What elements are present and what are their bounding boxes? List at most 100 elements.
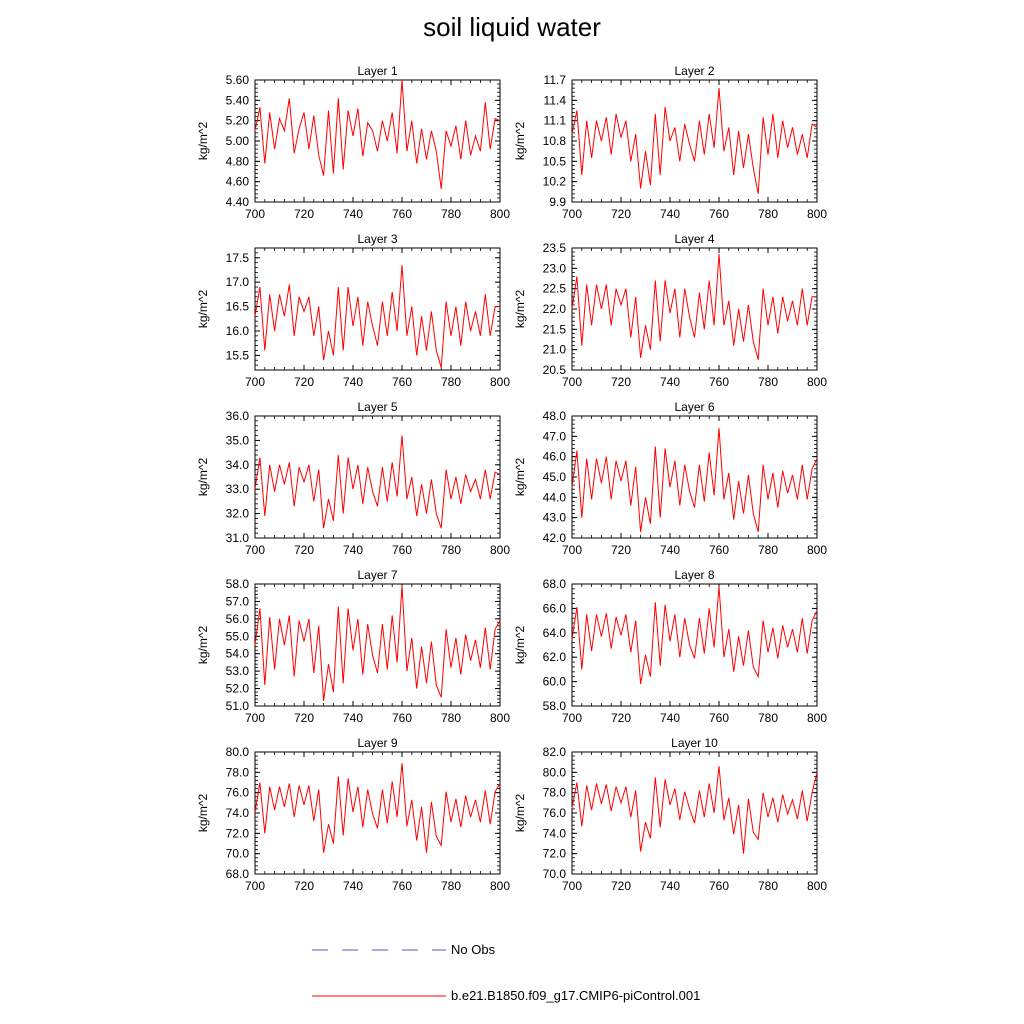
- y-axis-label: kg/m^2: [196, 626, 210, 665]
- y-axis-label: kg/m^2: [513, 458, 527, 497]
- x-tick-label: 700: [562, 879, 582, 893]
- y-axis-label: kg/m^2: [513, 794, 527, 833]
- x-tick-label: 720: [294, 207, 314, 221]
- y-axis-label: kg/m^2: [513, 290, 527, 329]
- y-tick-label: 11.7: [544, 73, 567, 87]
- x-tick-label: 740: [660, 207, 680, 221]
- panel-layer-2: Layer 2 kg/m^2 700 720 740 760 780 800 9.9 10.2 10…: [513, 64, 827, 221]
- legend-label-model: b.e21.B1850.f09_g17.CMIP6-piControl.001: [451, 988, 700, 1003]
- panel-layer-3: Layer 3 kg/m^2 700 720 740 760 780 800 15.5 16.0 1…: [196, 232, 510, 389]
- y-axis-label: kg/m^2: [513, 626, 527, 665]
- y-tick-label: 58.0: [543, 699, 567, 713]
- series-line: [571, 88, 818, 194]
- legend-label-no-obs: No Obs: [451, 942, 496, 957]
- y-tick-label: 82.0: [543, 745, 567, 759]
- y-tick-label: 36.0: [226, 409, 250, 423]
- x-tick-label: 780: [441, 543, 461, 557]
- x-tick-label: 720: [294, 711, 314, 725]
- y-tick-label: 17.0: [226, 275, 250, 289]
- x-tick-label: 720: [294, 375, 314, 389]
- x-tick-label: 740: [343, 207, 363, 221]
- y-tick-label: 22.0: [543, 302, 567, 316]
- y-tick-label: 68.0: [226, 867, 250, 881]
- y-tick-label: 10.2: [543, 175, 567, 189]
- x-tick-label: 780: [441, 711, 461, 725]
- panel-title: Layer 1: [357, 64, 397, 78]
- x-tick-label: 720: [294, 543, 314, 557]
- plot-frame: [254, 415, 501, 539]
- y-tick-label: 80.0: [543, 765, 567, 779]
- y-tick-label: 23.0: [543, 261, 567, 275]
- y-tick-label: 4.40: [226, 195, 250, 209]
- panel-layer-6: Layer 6 kg/m^2 700 720 740 760 780 800 42.0 43.0 4…: [513, 400, 827, 557]
- panel-title: Layer 4: [674, 232, 714, 246]
- y-tick-label: 76.0: [543, 806, 567, 820]
- x-tick-label: 700: [562, 543, 582, 557]
- series-line: [254, 763, 501, 853]
- y-tick-label: 62.0: [543, 650, 567, 664]
- y-tick-label: 11.4: [544, 93, 567, 107]
- y-tick-label: 5.20: [226, 114, 250, 128]
- x-tick-label: 740: [343, 711, 363, 725]
- y-tick-label: 21.0: [543, 343, 567, 357]
- x-tick-label: 720: [611, 543, 631, 557]
- panel-layer-7: Layer 7 kg/m^2 700 720 740 760 780 800 51.0 52.0 5…: [196, 568, 510, 725]
- x-tick-label: 800: [490, 879, 510, 893]
- y-tick-label: 48.0: [543, 409, 567, 423]
- y-tick-label: 20.5: [543, 363, 567, 377]
- x-tick-label: 700: [245, 207, 265, 221]
- y-tick-label: 43.0: [543, 511, 567, 525]
- y-tick-label: 15.5: [226, 348, 250, 362]
- y-tick-label: 72.0: [543, 847, 567, 861]
- y-tick-label: 10.8: [543, 134, 567, 148]
- y-tick-label: 21.5: [543, 322, 567, 336]
- y-tick-label: 78.0: [543, 786, 567, 800]
- y-tick-label: 16.0: [226, 324, 250, 338]
- y-tick-label: 66.0: [543, 601, 567, 615]
- plot-frame: [571, 583, 818, 707]
- x-tick-label: 740: [343, 879, 363, 893]
- y-tick-label: 60.0: [543, 675, 567, 689]
- x-tick-label: 800: [807, 879, 827, 893]
- x-tick-label: 800: [490, 711, 510, 725]
- y-tick-label: 70.0: [226, 847, 250, 861]
- x-tick-label: 720: [611, 375, 631, 389]
- x-tick-label: 780: [441, 207, 461, 221]
- x-tick-label: 780: [758, 207, 778, 221]
- x-tick-label: 760: [709, 711, 729, 725]
- series-line: [571, 766, 818, 854]
- x-tick-label: 720: [611, 711, 631, 725]
- x-tick-label: 740: [343, 375, 363, 389]
- y-tick-label: 16.5: [226, 300, 250, 314]
- plot-frame: [254, 247, 501, 371]
- x-tick-label: 720: [611, 879, 631, 893]
- panel-title: Layer 9: [357, 736, 397, 750]
- y-tick-label: 34.0: [226, 458, 250, 472]
- x-tick-label: 800: [807, 711, 827, 725]
- x-tick-label: 700: [562, 375, 582, 389]
- x-tick-label: 800: [807, 375, 827, 389]
- x-tick-label: 700: [245, 375, 265, 389]
- y-tick-label: 5.00: [226, 134, 250, 148]
- panel-title: Layer 2: [674, 64, 714, 78]
- y-tick-label: 54.0: [226, 647, 250, 661]
- y-tick-label: 64.0: [543, 626, 567, 640]
- x-tick-label: 760: [709, 207, 729, 221]
- y-tick-label: 5.40: [226, 93, 250, 107]
- y-tick-label: 22.5: [543, 282, 567, 296]
- x-tick-label: 760: [392, 879, 412, 893]
- y-tick-label: 45.0: [543, 470, 567, 484]
- x-tick-label: 780: [441, 375, 461, 389]
- y-tick-label: 78.0: [226, 765, 250, 779]
- x-tick-label: 760: [392, 543, 412, 557]
- y-axis-label: kg/m^2: [196, 290, 210, 329]
- y-tick-label: 68.0: [543, 577, 567, 591]
- x-tick-label: 760: [392, 711, 412, 725]
- panel-title: Layer 6: [674, 400, 714, 414]
- y-tick-label: 51.0: [226, 699, 250, 713]
- x-tick-label: 740: [660, 543, 680, 557]
- x-tick-label: 700: [562, 711, 582, 725]
- x-tick-label: 700: [245, 879, 265, 893]
- x-tick-label: 760: [392, 207, 412, 221]
- series-line: [571, 586, 818, 685]
